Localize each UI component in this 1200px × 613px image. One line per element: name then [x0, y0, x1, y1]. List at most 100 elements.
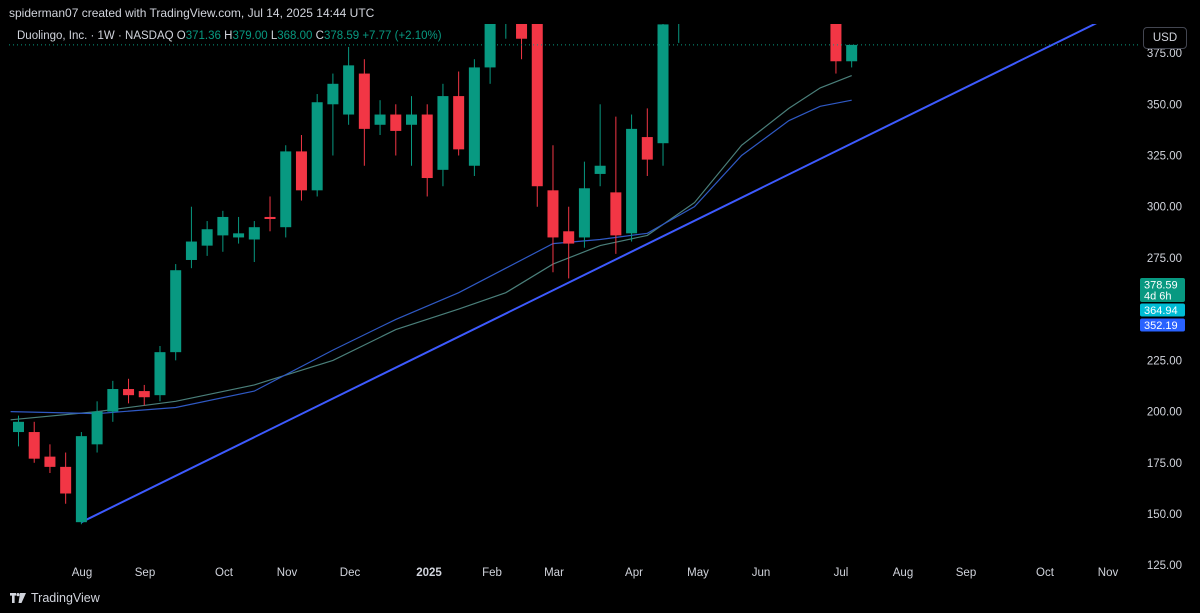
candle [248, 221, 260, 263]
candle [44, 444, 56, 474]
candle [107, 380, 119, 422]
candle-body [657, 24, 669, 144]
low-label: L [270, 30, 278, 42]
footer-brand: TradingView [31, 591, 100, 605]
candle-body [390, 114, 402, 131]
moving-average-slow [10, 99, 852, 415]
candle-body [13, 421, 24, 433]
x-tick-label: 2025 [416, 567, 442, 579]
price-label-bg [1140, 303, 1185, 317]
candle-body [233, 233, 245, 238]
candle [264, 196, 276, 232]
y-tick-label: 275.00 [1147, 253, 1182, 265]
candle [678, 24, 680, 43]
candle [170, 264, 182, 361]
x-tick-label: Nov [277, 567, 298, 579]
price-label-text: 364.94 [1144, 305, 1178, 317]
candle-body [138, 391, 150, 398]
candle-body [248, 227, 260, 240]
candle [28, 421, 40, 463]
attribution-text: spiderman07 created with TradingView.com… [9, 6, 375, 20]
candle-body [44, 456, 56, 467]
price-label-bg [1140, 278, 1185, 302]
candle [468, 59, 480, 176]
candle-body [28, 432, 40, 459]
price-axis: 125.00150.00175.00200.00225.00250.00275.… [1147, 48, 1182, 572]
candle [327, 73, 339, 156]
candle [311, 94, 323, 197]
candle [406, 96, 417, 166]
candle [358, 59, 370, 166]
candle [578, 161, 590, 248]
y-tick-label: 225.00 [1147, 355, 1182, 367]
price-label-bg [1140, 318, 1185, 332]
candle-body [437, 96, 449, 170]
x-tick-label: Mar [544, 567, 564, 579]
candle-body [295, 151, 307, 191]
candle-body [154, 352, 166, 396]
candle [421, 104, 433, 197]
candle [641, 108, 653, 176]
time-axis: Aug Sep Oct Nov Dec 2025 Feb Mar Apr May Jun Jul Aug… [72, 567, 1119, 579]
high-value: 379.00 [232, 30, 268, 42]
candle-body [846, 44, 858, 62]
y-tick-label: 200.00 [1147, 407, 1182, 419]
moving-average-layer [10, 75, 852, 421]
candle-body [201, 229, 213, 246]
close-value: 378.59 [323, 30, 360, 42]
candle-body [311, 102, 323, 191]
close-label: C [315, 30, 324, 42]
candle [60, 452, 72, 504]
high-label: H [224, 30, 233, 42]
price-chart[interactable]: 125.00150.00175.00200.00225.00250.00275.… [9, 24, 1200, 583]
moving-average-fast [10, 75, 852, 421]
x-tick-label: Aug [72, 567, 92, 579]
candle [217, 210, 229, 252]
x-tick-label: Dec [340, 567, 361, 579]
price-label: 364.94 [1140, 303, 1185, 317]
y-tick-label: 175.00 [1147, 458, 1182, 470]
trendline-layer [80, 24, 1119, 524]
candle [138, 384, 150, 406]
currency-button[interactable]: USD [1143, 27, 1187, 49]
candle-body [343, 65, 355, 115]
candle [516, 24, 528, 60]
candle [295, 135, 307, 201]
x-tick-label: Apr [625, 567, 643, 579]
y-tick-label: 300.00 [1147, 202, 1182, 214]
price-label-countdown: 4d 6h [1144, 291, 1172, 303]
candle-body [264, 216, 276, 220]
candle-body [421, 114, 433, 179]
price-label-text: 352.19 [1144, 320, 1178, 332]
candle [374, 100, 386, 136]
candle [91, 401, 103, 453]
candle [390, 104, 402, 156]
candle [484, 24, 496, 84]
candle [594, 104, 606, 187]
candle-body [594, 165, 606, 174]
chart-area[interactable]: 125.00150.00175.00200.00225.00250.00275.… [9, 24, 1200, 583]
candle [185, 206, 197, 269]
attribution-bar: spiderman07 created with TradingView.com… [0, 0, 1200, 24]
y-tick-label: 375.00 [1147, 48, 1182, 60]
open-label: O [176, 30, 186, 42]
candle [846, 44, 858, 68]
candle [201, 221, 213, 256]
candle-body [406, 114, 417, 125]
candle-body [217, 216, 229, 236]
candle-body [107, 389, 119, 412]
y-tick-label: 350.00 [1147, 99, 1182, 111]
candle [75, 432, 87, 525]
trendline[interactable] [80, 24, 1119, 524]
candle [531, 24, 543, 207]
candle [626, 114, 638, 242]
x-tick-label: Jun [752, 567, 771, 579]
candle-body [91, 411, 103, 445]
candle [563, 206, 575, 279]
candle-body [610, 192, 622, 236]
x-tick-label: Sep [135, 567, 155, 579]
x-tick-label: Jul [834, 567, 849, 579]
candle-body [830, 24, 842, 62]
y-tick-label: 125.00 [1147, 560, 1182, 572]
